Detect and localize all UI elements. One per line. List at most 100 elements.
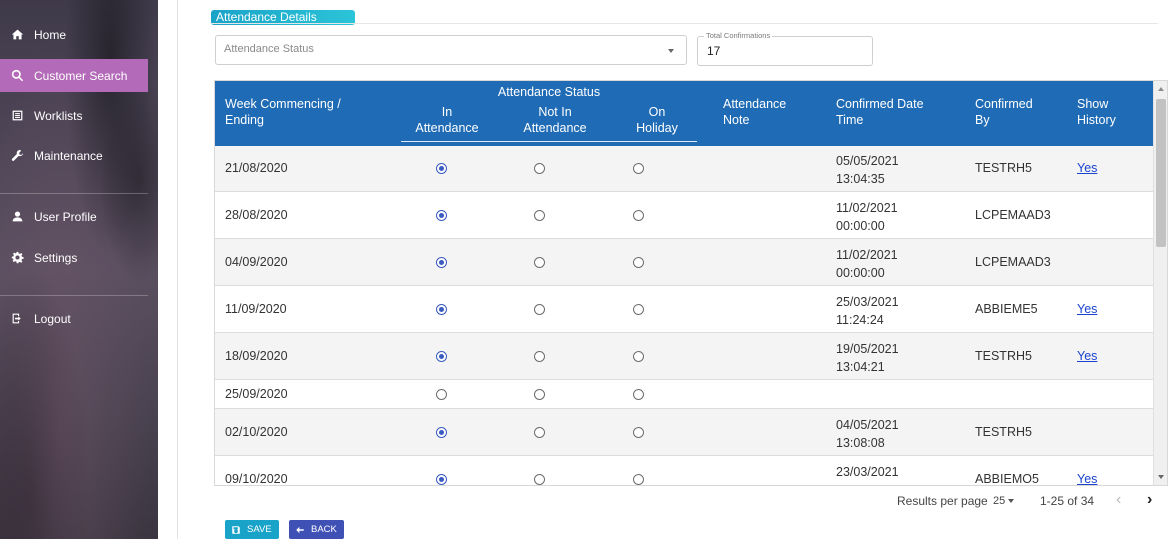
confirmed-date: 19/05/2021 <box>836 342 899 356</box>
sidebar-item-user-profile[interactable]: User Profile <box>0 200 148 233</box>
cell-confirmed-by: LCPEMAAD3 <box>975 255 1051 269</box>
cell-confirmed-by: TESTRH5 <box>975 349 1032 363</box>
column-in-attendance[interactable]: In Attendance <box>415 105 479 135</box>
group-underline <box>401 141 697 142</box>
search-icon <box>10 69 24 83</box>
radio-holiday[interactable] <box>633 304 644 315</box>
scroll-up-icon[interactable] <box>1158 87 1164 91</box>
column-attendance-note[interactable]: Attendance Note <box>723 97 787 127</box>
results-per-page-label: Results per page <box>897 494 988 508</box>
cell-confirmed-date-time: 04/05/2021 13:08:08 <box>836 416 899 452</box>
column-not-in-attendance[interactable]: Not In Attendance <box>523 105 587 135</box>
sidebar-divider <box>0 295 148 296</box>
sidebar-item-maintenance[interactable]: Maintenance <box>0 139 148 172</box>
logout-icon <box>10 312 24 326</box>
sidebar-item-home[interactable]: Home <box>0 18 148 51</box>
sidebar-item-customer-search[interactable]: Customer Search <box>0 59 148 92</box>
sidebar-item-settings[interactable]: Settings <box>0 241 148 274</box>
per-page-value: 25 <box>993 495 1006 507</box>
cell-week: 21/08/2020 <box>225 161 288 175</box>
radio-in[interactable] <box>436 427 447 438</box>
cell-week: 04/09/2020 <box>225 255 288 269</box>
save-icon <box>232 525 240 534</box>
column-group-attendance-status: Attendance Status <box>497 85 601 99</box>
attendance-status-select[interactable]: Attendance Status <box>215 35 687 65</box>
radio-not-in[interactable] <box>534 210 545 221</box>
sidebar-item-label: Home <box>34 27 67 42</box>
scroll-thumb[interactable] <box>1156 99 1166 247</box>
radio-in[interactable] <box>436 474 447 485</box>
user-icon <box>10 210 24 224</box>
sidebar-item-label: Worklists <box>34 108 83 123</box>
total-confirmations-field[interactable]: Total Confirmations 17 <box>697 31 873 66</box>
column-week[interactable]: Week Commencing / Ending <box>225 97 341 127</box>
confirmed-time: 11:24:24 <box>836 313 884 327</box>
table-row: 04/09/2020 11/02/2021 00:00:00 LCPEMAAD3 <box>215 239 1154 286</box>
gear-icon <box>10 251 24 265</box>
sidebar-item-logout[interactable]: Logout <box>0 302 148 335</box>
radio-not-in[interactable] <box>534 389 545 400</box>
radio-holiday[interactable] <box>633 389 644 400</box>
show-history-link[interactable]: Yes <box>1077 302 1098 316</box>
table-row: 02/10/2020 04/05/2021 13:08:08 TESTRH5 <box>215 409 1154 456</box>
scroll-down-icon[interactable] <box>1158 475 1164 479</box>
per-page-select[interactable]: 25 <box>993 495 1015 507</box>
content-divider <box>177 0 178 539</box>
radio-in[interactable] <box>436 163 447 174</box>
radio-in[interactable] <box>436 210 447 221</box>
column-confirmed-date-time[interactable]: Confirmed Date Time <box>836 97 924 127</box>
back-button[interactable]: BACK <box>289 520 344 539</box>
save-button[interactable]: SAVE <box>225 520 279 539</box>
cell-confirmed-date-time: 05/05/2021 13:04:35 <box>836 152 899 188</box>
show-history-link[interactable]: Yes <box>1077 161 1098 175</box>
radio-not-in[interactable] <box>534 427 545 438</box>
cell-confirmed-date-time: 25/03/2021 11:24:24 <box>836 293 899 329</box>
radio-not-in[interactable] <box>534 257 545 268</box>
cell-week: 02/10/2020 <box>225 425 288 439</box>
column-on-holiday[interactable]: On Holiday <box>636 105 678 135</box>
show-history-link[interactable]: Yes <box>1077 349 1098 363</box>
confirmed-time: 13:08:08 <box>836 436 885 450</box>
table-header: Week Commencing / Ending Attendance Stat… <box>215 81 1154 146</box>
confirmed-date: 23/03/2021 <box>836 465 899 479</box>
radio-in[interactable] <box>436 389 447 400</box>
radio-holiday[interactable] <box>633 257 644 268</box>
column-confirmed-by[interactable]: Confirmed By <box>975 97 1033 127</box>
chevron-down-icon <box>668 49 674 53</box>
prev-page-icon[interactable]: ‹ <box>1116 491 1122 508</box>
cell-week: 28/08/2020 <box>225 208 288 222</box>
confirmed-date: 04/05/2021 <box>836 418 899 432</box>
next-page-icon[interactable]: › <box>1147 491 1153 508</box>
wrench-icon <box>10 149 24 163</box>
back-label: BACK <box>311 524 337 535</box>
cell-confirmed-date-time: 19/05/2021 13:04:21 <box>836 340 899 376</box>
radio-holiday[interactable] <box>633 163 644 174</box>
radio-holiday[interactable] <box>633 474 644 485</box>
radio-in[interactable] <box>436 304 447 315</box>
column-show-history[interactable]: Show History <box>1077 97 1116 127</box>
sidebar-item-worklists[interactable]: Worklists <box>0 99 148 132</box>
table-row: 25/09/2020 <box>215 380 1154 409</box>
chevron-down-icon <box>1008 499 1015 504</box>
radio-not-in[interactable] <box>534 474 545 485</box>
sidebar-item-label: Customer Search <box>34 68 128 83</box>
cell-confirmed-by: TESTRH5 <box>975 425 1032 439</box>
radio-in[interactable] <box>436 351 447 362</box>
show-history-link[interactable]: Yes <box>1077 472 1098 486</box>
table-scrollbar[interactable] <box>1153 81 1167 485</box>
radio-not-in[interactable] <box>534 351 545 362</box>
radio-not-in[interactable] <box>534 304 545 315</box>
confirmed-date: 11/02/2021 <box>836 201 898 215</box>
home-icon <box>10 28 24 42</box>
cell-confirmed-by: ABBIEMO5 <box>975 472 1039 486</box>
confirmed-time: 13:04:21 <box>836 360 885 374</box>
radio-not-in[interactable] <box>534 163 545 174</box>
radio-holiday[interactable] <box>633 210 644 221</box>
cell-confirmed-by: ABBIEME5 <box>975 302 1038 316</box>
radio-holiday[interactable] <box>633 427 644 438</box>
radio-holiday[interactable] <box>633 351 644 362</box>
radio-in[interactable] <box>436 257 447 268</box>
section-title: Attendance Details <box>211 10 355 25</box>
confirmed-time: 06:27:29 <box>836 481 899 485</box>
list-icon <box>10 109 24 123</box>
